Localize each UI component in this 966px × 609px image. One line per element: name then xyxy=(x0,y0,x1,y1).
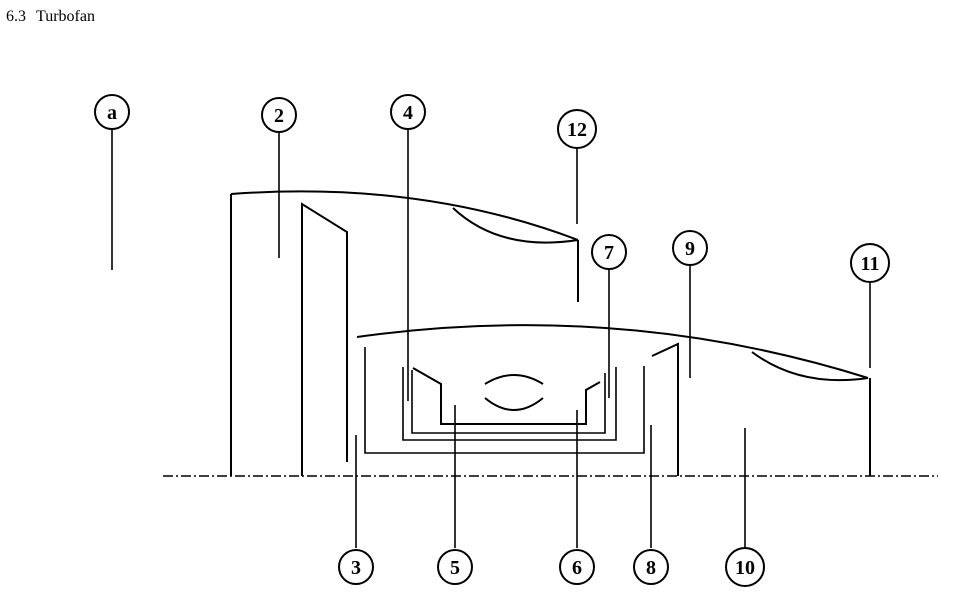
station-6: 6 xyxy=(559,549,595,585)
station-2-label: 2 xyxy=(274,105,284,127)
station-3-label: 3 xyxy=(351,557,361,579)
station-9-label: 9 xyxy=(685,238,695,260)
combustor xyxy=(484,374,544,411)
station-12-label: 12 xyxy=(567,119,587,141)
station-4: 4 xyxy=(390,94,426,130)
fan-blade xyxy=(301,202,348,476)
station-11: 11 xyxy=(850,243,890,283)
station-11-label: 11 xyxy=(861,253,880,275)
station-10: 10 xyxy=(725,547,765,587)
station-7: 7 xyxy=(591,234,627,270)
station-8-label: 8 xyxy=(646,557,656,579)
station-10-label: 10 xyxy=(735,557,755,579)
station-6-label: 6 xyxy=(572,557,582,579)
station-12: 12 xyxy=(557,109,597,149)
station-2: 2 xyxy=(261,97,297,133)
station-5: 5 xyxy=(437,549,473,585)
section-heading: 6.3 Turbofan xyxy=(6,8,95,26)
fan-nacelle xyxy=(230,190,579,476)
core-cowl xyxy=(356,324,871,476)
station-4-label: 4 xyxy=(403,102,413,124)
station-a: a xyxy=(94,94,130,130)
station-5-label: 5 xyxy=(450,557,460,579)
station-a-label: a xyxy=(107,102,117,124)
station-3: 3 xyxy=(338,549,374,585)
core-ducts xyxy=(364,342,679,476)
section-number: 6.3 xyxy=(6,8,26,25)
station-9: 9 xyxy=(672,230,708,266)
station-7-label: 7 xyxy=(604,242,614,264)
section-title: Turbofan xyxy=(36,8,95,25)
station-8: 8 xyxy=(633,549,669,585)
leader-lines xyxy=(111,128,871,548)
